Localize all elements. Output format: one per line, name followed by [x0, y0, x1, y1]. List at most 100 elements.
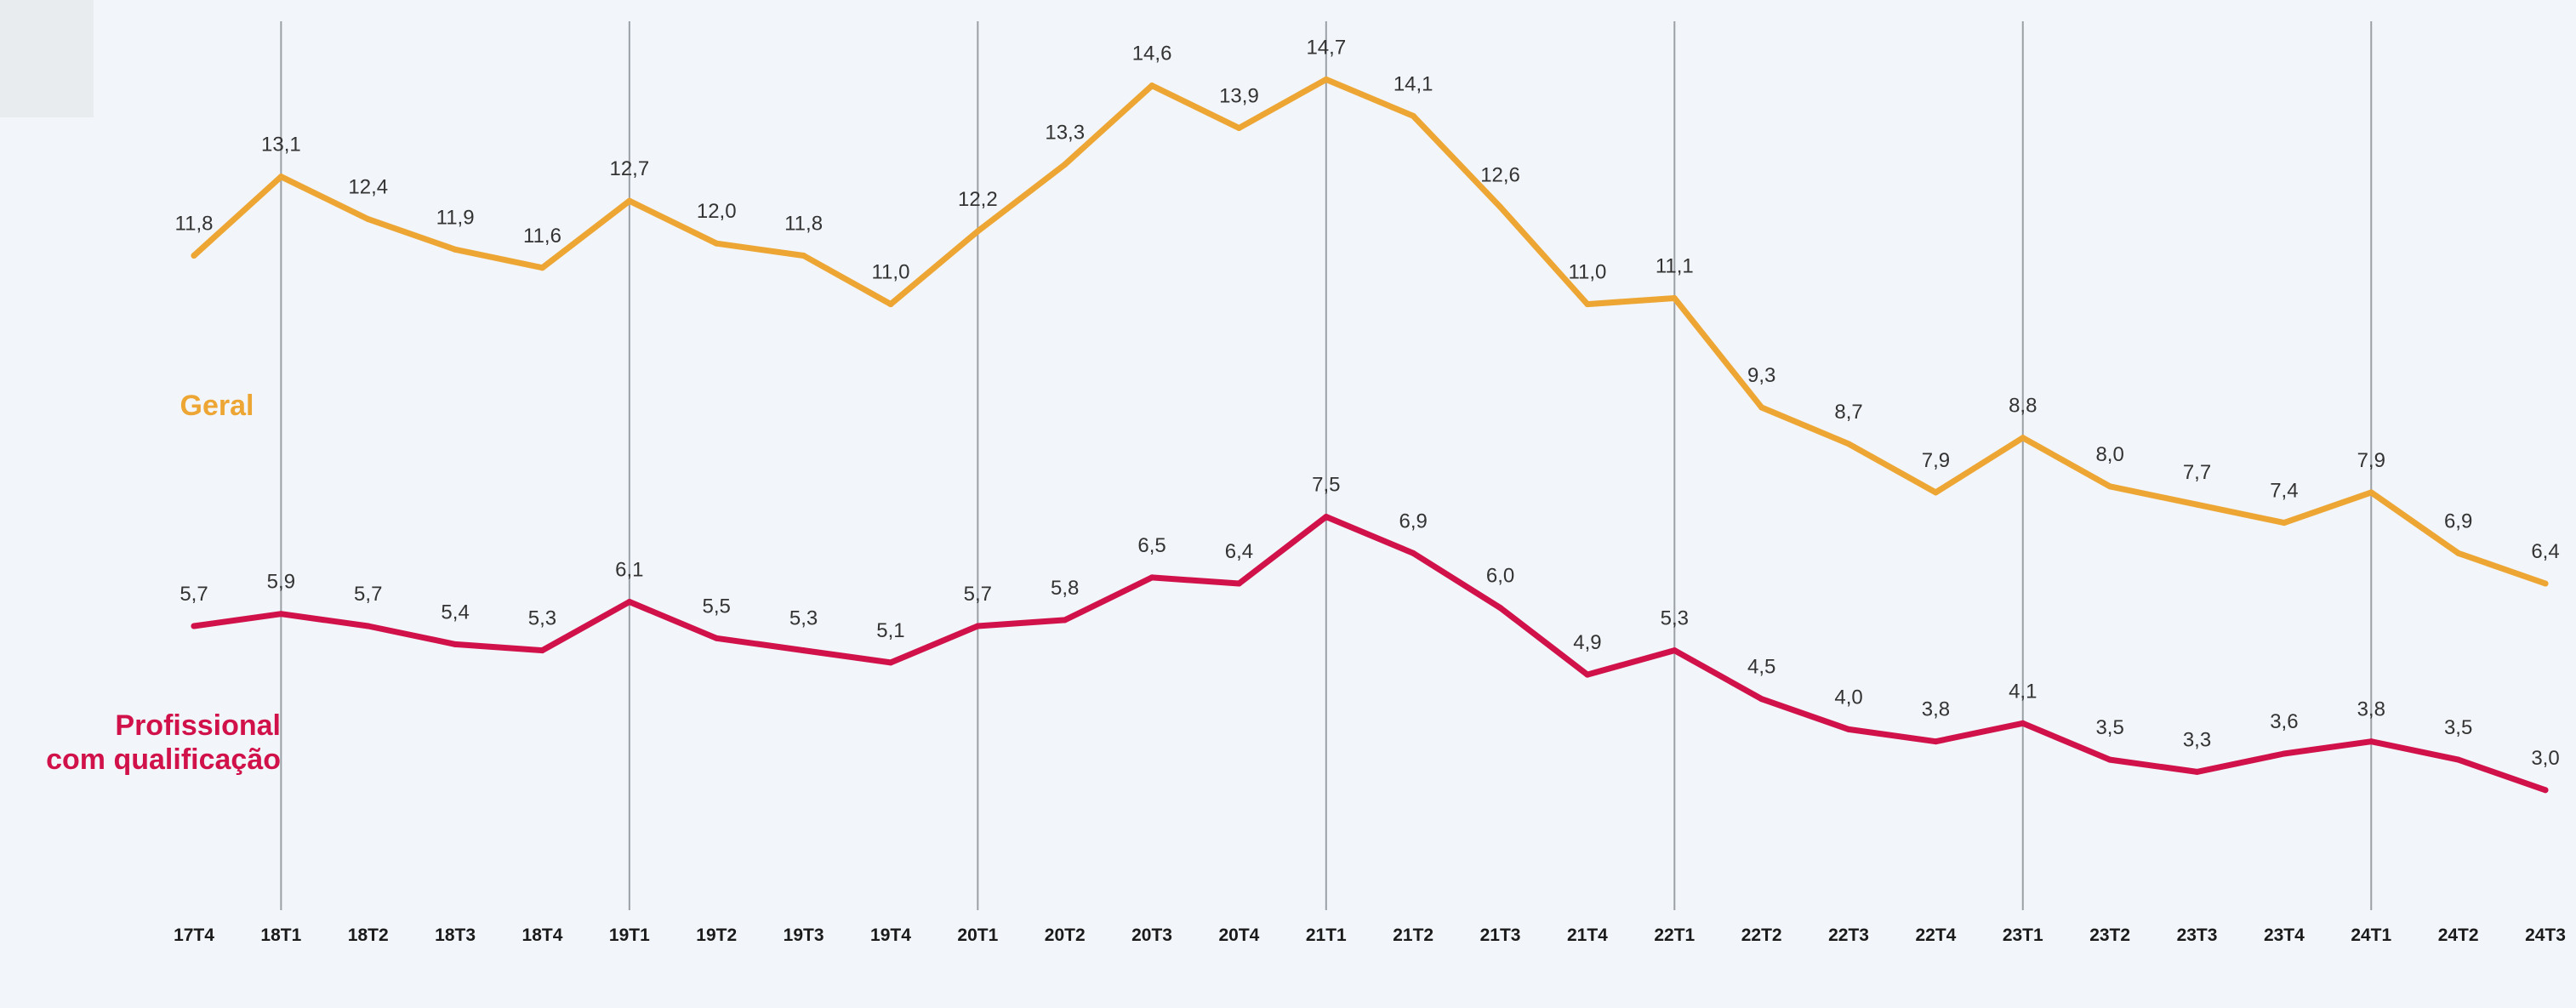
data-label: 11,0 [871, 261, 909, 284]
series-label-geral: Geral [180, 390, 254, 422]
data-point [191, 623, 197, 629]
data-label: 5,7 [964, 583, 992, 606]
data-point [1758, 404, 1765, 411]
data-point [1671, 647, 1678, 654]
data-point [2194, 768, 2201, 775]
x-tick-label: 22T2 [1741, 925, 1782, 945]
data-label: 7,4 [2270, 480, 2298, 503]
data-label: 8,8 [2009, 395, 2037, 418]
data-point [191, 252, 197, 259]
x-tick-label: 23T2 [2089, 925, 2130, 945]
data-label: 11,6 [523, 225, 561, 248]
data-label: 13,3 [1045, 121, 1085, 144]
data-point [974, 228, 981, 235]
data-label: 3,3 [2183, 728, 2211, 751]
data-point [1932, 738, 1939, 745]
data-label: 13,9 [1219, 85, 1259, 108]
data-point [801, 252, 807, 259]
data-point [1148, 574, 1155, 581]
x-tick-label: 23T1 [2003, 925, 2043, 945]
data-label: 5,4 [441, 601, 469, 624]
data-label: 5,8 [1051, 577, 1079, 600]
data-point [626, 598, 633, 605]
data-point [2368, 489, 2374, 496]
series-geral: 11,8 13,1 12,4 11,9 11,6 12,7 12,0 11,8 11,0 12,2… [175, 36, 2560, 587]
data-point [539, 265, 545, 271]
data-point [713, 240, 720, 247]
data-point [2106, 483, 2113, 490]
data-point [277, 174, 284, 180]
x-tick-label: 19T1 [609, 925, 650, 945]
data-label: 5,3 [1661, 607, 1689, 630]
data-label: 12,0 [697, 200, 737, 223]
data-point [452, 641, 459, 647]
data-label: 3,6 [2270, 710, 2298, 733]
x-tick-label: 24T2 [2438, 925, 2479, 945]
data-label: 6,4 [2531, 540, 2559, 563]
x-tick-label: 21T2 [1393, 925, 1433, 945]
data-point [1235, 580, 1242, 587]
x-tick-label: 18T4 [522, 925, 563, 945]
data-label: 5,7 [180, 583, 208, 606]
data-point [1932, 489, 1939, 496]
x-tick-label: 23T3 [2177, 925, 2218, 945]
x-tick-label: 19T3 [784, 925, 824, 945]
data-point [2455, 756, 2462, 763]
x-tick-label: 18T3 [435, 925, 476, 945]
data-label: 5,3 [789, 607, 818, 630]
x-tick-label: 17T4 [174, 925, 214, 945]
data-point [801, 647, 807, 654]
data-point [365, 216, 372, 223]
data-point [713, 635, 720, 641]
x-tick-label: 23T4 [2264, 925, 2305, 945]
data-point [2281, 750, 2288, 757]
data-point [2281, 520, 2288, 527]
x-axis-tick-labels: 17T4 18T1 18T2 18T3 18T4 19T1 19T2 19T3 19T4 20T1… [174, 925, 2566, 945]
data-point [2455, 550, 2462, 556]
data-label: 4,1 [2009, 680, 2037, 703]
data-label: 14,1 [1393, 72, 1433, 95]
data-point [277, 611, 284, 618]
data-point [2020, 435, 2026, 441]
data-point [1062, 617, 1069, 624]
x-tick-label: 22T1 [1654, 925, 1695, 945]
data-point [365, 623, 372, 629]
x-tick-label: 20T3 [1131, 925, 1172, 945]
data-point [1497, 203, 1504, 210]
data-label: 5,7 [354, 583, 382, 606]
data-point [1845, 441, 1852, 447]
data-point [2194, 501, 2201, 508]
x-tick-label: 21T3 [1480, 925, 1521, 945]
data-label: 14,6 [1132, 43, 1172, 65]
data-label: 3,5 [2095, 716, 2123, 739]
data-label: 11,9 [436, 206, 475, 229]
data-point [1323, 76, 1330, 83]
data-label: 6,9 [2444, 510, 2472, 532]
data-label: 6,0 [1486, 565, 1514, 588]
data-point [1062, 161, 1069, 168]
data-label: 6,5 [1137, 534, 1165, 557]
data-label: 8,7 [1834, 401, 1862, 424]
data-label: 7,9 [2357, 449, 2385, 472]
x-tick-label: 24T3 [2525, 925, 2566, 945]
data-point [539, 647, 545, 654]
x-tick-label: 20T2 [1045, 925, 1086, 945]
data-label: 5,5 [703, 595, 731, 618]
data-point [974, 623, 981, 629]
data-point [887, 659, 894, 666]
x-tick-label: 22T4 [1915, 925, 1956, 945]
data-label: 12,6 [1480, 163, 1520, 186]
x-tick-label: 20T4 [1219, 925, 1260, 945]
data-label: 9,3 [1747, 364, 1775, 387]
data-label: 14,7 [1306, 36, 1346, 59]
year-separators [280, 21, 2373, 910]
data-point [1410, 550, 1416, 556]
data-label: 3,8 [1922, 698, 1950, 721]
data-point [1845, 726, 1852, 732]
data-label: 3,5 [2444, 716, 2472, 739]
data-label: 11,8 [784, 212, 823, 235]
data-point [452, 246, 459, 253]
data-label: 11,1 [1656, 254, 1694, 277]
